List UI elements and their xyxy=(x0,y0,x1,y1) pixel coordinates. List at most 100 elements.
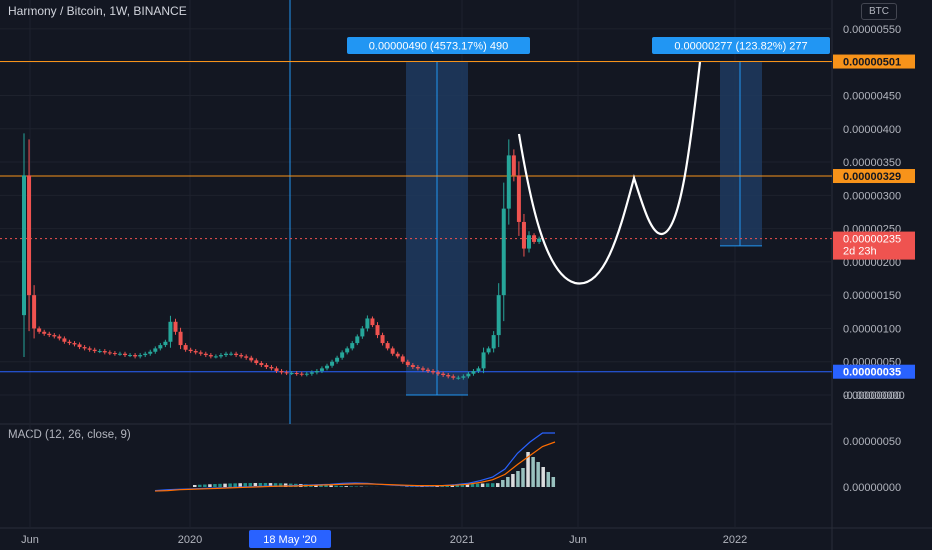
macd-histogram-bar xyxy=(546,472,550,487)
candle-body xyxy=(239,355,244,357)
candle-body xyxy=(153,348,158,352)
macd-histogram-bar xyxy=(450,484,455,487)
macd-histogram-bar xyxy=(213,484,217,487)
candle-body xyxy=(269,367,274,369)
price-tag xyxy=(833,364,915,379)
price-tick-label: 0.00000350 xyxy=(843,157,901,169)
macd-histogram-bar xyxy=(319,484,323,487)
candle-body xyxy=(123,353,127,356)
candle-body xyxy=(431,371,436,373)
candle-body xyxy=(148,351,153,354)
last-price-tag xyxy=(833,231,915,260)
macd-histogram-bar xyxy=(273,483,278,487)
candle-body xyxy=(420,368,425,370)
macd-histogram-bar xyxy=(268,483,273,487)
candle-body xyxy=(304,373,309,375)
candle-body xyxy=(426,369,430,372)
candle-body xyxy=(133,355,138,357)
candle-body xyxy=(203,353,208,356)
macd-histogram-bar xyxy=(203,484,207,487)
candle-body xyxy=(77,344,82,348)
candle-body xyxy=(451,376,456,378)
candle-body xyxy=(198,352,203,354)
candle-body xyxy=(52,335,57,337)
candle-body xyxy=(264,365,269,368)
macd-histogram-bar xyxy=(248,483,253,487)
candle-body xyxy=(476,368,481,372)
candle-body xyxy=(72,343,77,345)
candle-body xyxy=(395,353,400,357)
candle-body xyxy=(62,338,67,342)
candle-body xyxy=(97,351,102,353)
macd-histogram-bar xyxy=(339,485,343,487)
candle-body xyxy=(178,331,183,346)
currency-button[interactable]: BTC xyxy=(861,3,897,20)
candle-body xyxy=(158,345,163,349)
macd-histogram-bar xyxy=(349,486,354,487)
price-tick-label: 0.00000450 xyxy=(843,90,901,102)
candle-body xyxy=(32,295,37,329)
candle-body xyxy=(42,331,47,334)
macd-line xyxy=(154,432,555,492)
price-tick-label: 0.00000100 xyxy=(843,323,901,335)
candle-body xyxy=(92,349,97,352)
macd-histogram-bar xyxy=(223,483,227,487)
macd-histogram-bar xyxy=(228,483,232,487)
macd-histogram-bar xyxy=(526,452,530,487)
chart-title: Harmony / Bitcoin, 1W, BINANCE xyxy=(8,4,187,18)
macd-histogram-bar xyxy=(193,485,197,487)
countdown-label: 2d 23h xyxy=(843,246,877,258)
macd-histogram-bar xyxy=(511,474,515,487)
macd-histogram-bar xyxy=(263,483,268,487)
candle-body xyxy=(47,333,52,336)
macd-histogram-bar xyxy=(329,485,333,487)
price-tick-label: 0.00000400 xyxy=(843,124,901,136)
macd-histogram-bar xyxy=(344,486,348,487)
macd-histogram-bar xyxy=(460,484,465,487)
candle-body xyxy=(27,175,32,296)
candle-body xyxy=(138,355,143,357)
macd-histogram-bar xyxy=(501,480,505,487)
price-tick-label: 0.00000200 xyxy=(843,257,901,269)
candle-body xyxy=(496,295,501,336)
macd-histogram-bar xyxy=(334,485,338,487)
measure-label-bg xyxy=(652,37,830,54)
macd-histogram-bar xyxy=(198,484,202,487)
candle-body xyxy=(279,371,284,373)
macd-histogram-bar xyxy=(455,484,460,487)
candle-body xyxy=(299,373,304,375)
measure-label: 0.00000277 (123.82%) 277 xyxy=(674,41,807,53)
candle-body xyxy=(390,348,395,354)
measure-box xyxy=(720,61,762,246)
macd-histogram-bar xyxy=(278,483,283,487)
candle-body xyxy=(254,360,259,364)
candle-body xyxy=(511,155,516,176)
candle-body xyxy=(330,361,335,366)
macd-histogram-bar xyxy=(324,485,328,487)
candle-body xyxy=(335,357,340,362)
candle-body xyxy=(67,341,72,344)
macd-histogram-bar xyxy=(506,477,510,487)
candle-body xyxy=(143,353,148,356)
candle-body xyxy=(486,348,491,353)
macd-histogram-bar xyxy=(253,483,258,487)
candle-body xyxy=(284,372,289,374)
candle-body xyxy=(471,371,476,374)
candle-body xyxy=(112,353,117,355)
candle-body xyxy=(527,235,531,249)
candle-body xyxy=(314,371,319,373)
candle-body xyxy=(365,318,370,329)
macd-histogram-bar xyxy=(531,457,535,487)
price-tag-label: 0.00000035 xyxy=(843,367,901,379)
price-tick-label: 0.00000300 xyxy=(843,190,901,202)
candle-body xyxy=(325,365,329,369)
candle-body xyxy=(173,321,178,332)
macd-histogram-bar xyxy=(415,486,419,487)
candle-body xyxy=(57,336,62,339)
candle-body xyxy=(355,336,360,344)
candle-body xyxy=(405,361,410,366)
measure-label-bg xyxy=(347,37,530,54)
candle-body xyxy=(289,373,294,375)
candle-body xyxy=(375,325,380,336)
